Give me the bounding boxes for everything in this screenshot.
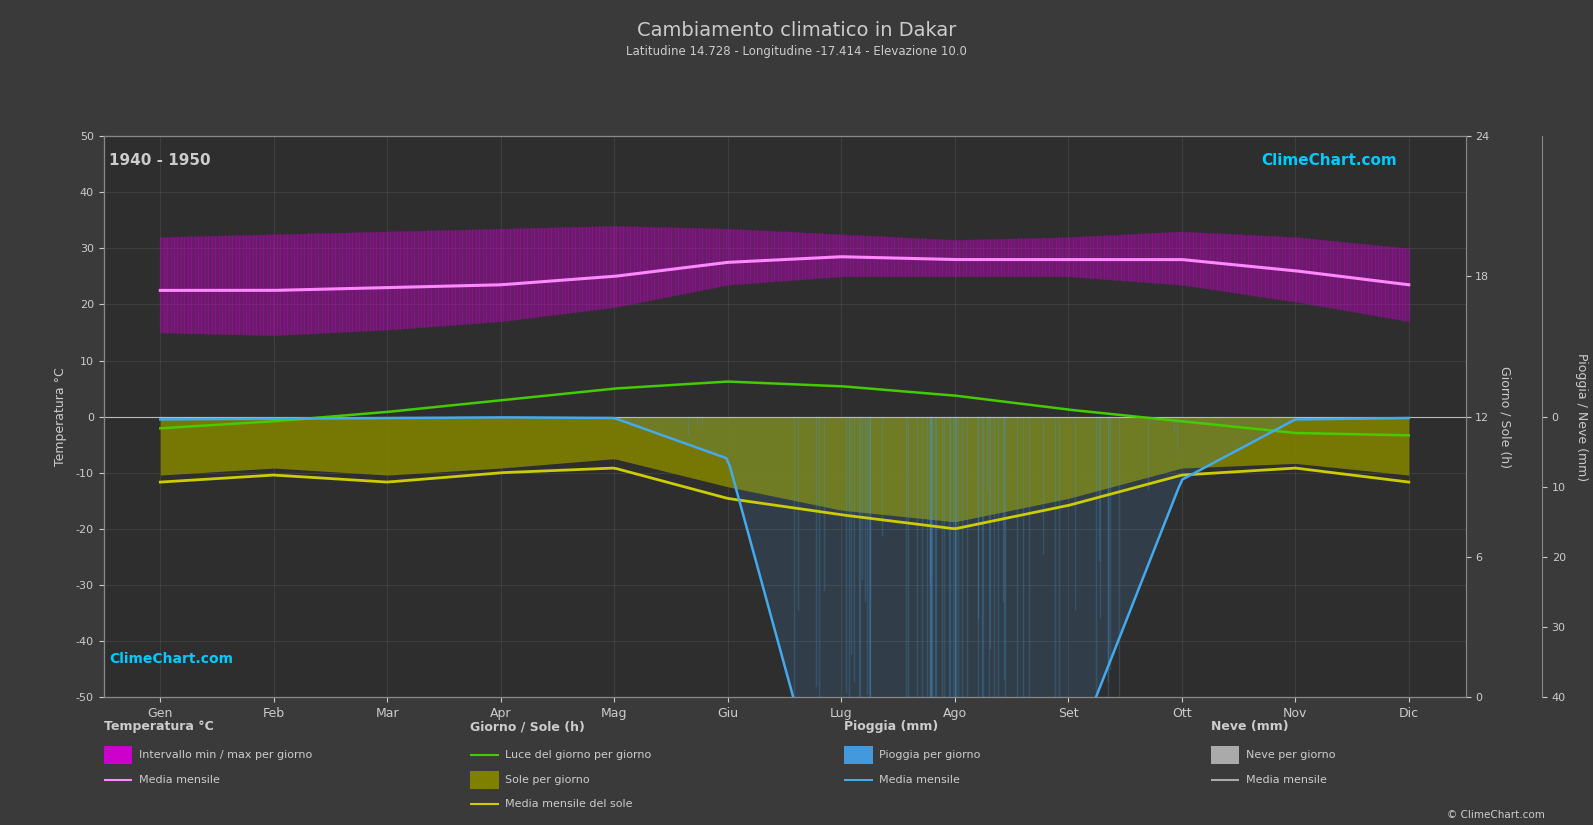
- Media mensile temp: [151, 285, 170, 295]
- Media mensile temp: [1399, 280, 1418, 290]
- Text: Latitudine 14.728 - Longitudine -17.414 - Elevazione 10.0: Latitudine 14.728 - Longitudine -17.414 …: [626, 45, 967, 59]
- Luce del giorno per giorno: [494, 395, 513, 405]
- Line: Media mensile del sole: Media mensile del sole: [161, 468, 1408, 529]
- Media mensile del sole: [151, 477, 170, 487]
- Luce del giorno per giorno: [414, 403, 433, 413]
- Text: ClimeChart.com: ClimeChart.com: [110, 653, 233, 667]
- Text: Media mensile: Media mensile: [139, 775, 220, 785]
- Text: Media mensile: Media mensile: [1246, 775, 1327, 785]
- Text: Intervallo min / max per giorno: Intervallo min / max per giorno: [139, 750, 312, 760]
- Luce del giorno per giorno: [648, 381, 667, 391]
- Media mensile temp: [648, 266, 667, 276]
- Luce del giorno per giorno: [720, 377, 739, 387]
- Media mensile del sole: [1348, 471, 1367, 481]
- Line: Luce del giorno per giorno: Luce del giorno per giorno: [161, 382, 1408, 436]
- Text: Giorno / Sole (h): Giorno / Sole (h): [470, 720, 585, 733]
- Media mensile del sole: [946, 524, 965, 534]
- Media mensile temp: [1225, 260, 1244, 270]
- Media mensile del sole: [1399, 477, 1418, 487]
- Text: 1940 - 1950: 1940 - 1950: [110, 153, 210, 168]
- Y-axis label: Giorno / Sole (h): Giorno / Sole (h): [1499, 365, 1512, 468]
- Media mensile del sole: [648, 474, 667, 484]
- Media mensile temp: [414, 281, 433, 291]
- Luce del giorno per giorno: [655, 380, 674, 390]
- Text: Neve per giorno: Neve per giorno: [1246, 750, 1335, 760]
- Media mensile del sole: [1225, 467, 1244, 477]
- Text: © ClimeChart.com: © ClimeChart.com: [1448, 810, 1545, 820]
- Text: Luce del giorno per giorno: Luce del giorno per giorno: [505, 750, 652, 760]
- Luce del giorno per giorno: [1344, 429, 1364, 439]
- Media mensile del sole: [1286, 463, 1305, 473]
- Text: Pioggia per giorno: Pioggia per giorno: [879, 750, 981, 760]
- Media mensile temp: [655, 265, 674, 275]
- Media mensile temp: [833, 252, 852, 262]
- Media mensile del sole: [414, 474, 433, 484]
- Media mensile temp: [494, 280, 513, 290]
- Y-axis label: Temperatura °C: Temperatura °C: [54, 367, 67, 466]
- Luce del giorno per giorno: [1399, 431, 1418, 441]
- Media mensile temp: [1344, 273, 1364, 283]
- Luce del giorno per giorno: [1225, 422, 1244, 431]
- Text: Neve (mm): Neve (mm): [1211, 720, 1289, 733]
- Text: Temperatura °C: Temperatura °C: [104, 720, 213, 733]
- Luce del giorno per giorno: [151, 423, 170, 433]
- Text: Media mensile: Media mensile: [879, 775, 961, 785]
- Text: ClimeChart.com: ClimeChart.com: [1262, 153, 1397, 168]
- Media mensile del sole: [655, 477, 674, 487]
- Y-axis label: Pioggia / Neve (mm): Pioggia / Neve (mm): [1575, 352, 1588, 481]
- Line: Media mensile temp: Media mensile temp: [161, 257, 1408, 290]
- Media mensile del sole: [494, 468, 513, 478]
- Text: Sole per giorno: Sole per giorno: [505, 775, 589, 785]
- Text: Pioggia (mm): Pioggia (mm): [844, 720, 938, 733]
- Text: Cambiamento climatico in Dakar: Cambiamento climatico in Dakar: [637, 21, 956, 40]
- Text: Media mensile del sole: Media mensile del sole: [505, 799, 632, 809]
